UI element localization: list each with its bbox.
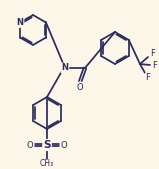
Text: O: O — [61, 140, 67, 150]
Text: F: F — [153, 61, 157, 69]
Text: F: F — [151, 50, 156, 58]
Text: N: N — [17, 18, 24, 27]
Text: O: O — [27, 140, 33, 150]
Text: F: F — [145, 74, 150, 82]
Text: N: N — [62, 64, 69, 73]
Text: O: O — [77, 82, 83, 91]
Text: CH₃: CH₃ — [40, 159, 54, 167]
Text: S: S — [43, 140, 51, 150]
